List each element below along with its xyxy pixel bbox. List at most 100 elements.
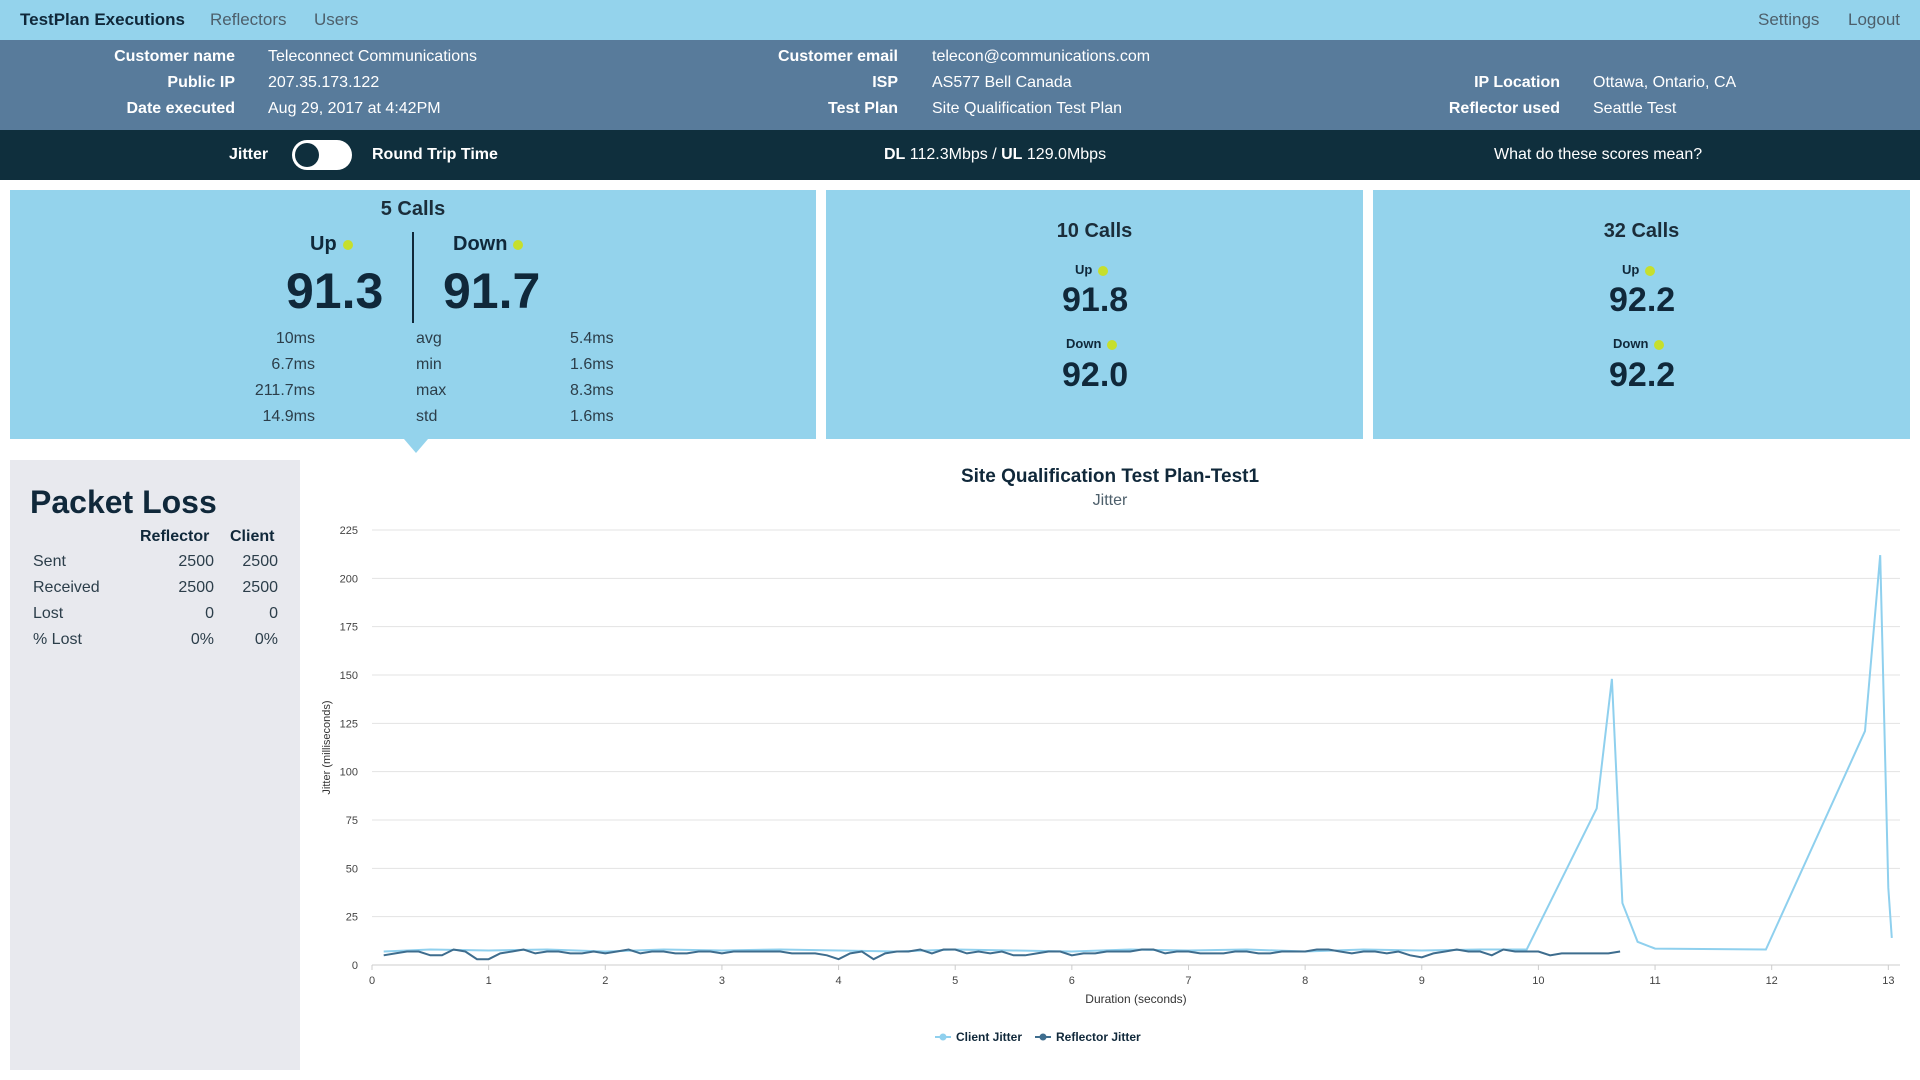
up-label-text: Up xyxy=(1622,262,1640,277)
card-5-down-label: Down xyxy=(453,233,524,256)
card-10-calls[interactable]: 10 Calls Up 91.8 Down 92.0 xyxy=(826,190,1363,439)
down-status-dot xyxy=(513,239,524,250)
y-axis-label: Jitter (milliseconds) xyxy=(321,700,333,794)
customer-email-value: telecon@communications.com xyxy=(932,48,1151,65)
stat-down-value: 1.6ms xyxy=(570,356,614,373)
execution-info: Customer name Teleconnect Communications… xyxy=(0,40,1920,130)
packet-loss-reflector-value: 2500 xyxy=(178,553,214,570)
packet-loss-row-label: % Lost xyxy=(33,631,82,648)
nav-reflectors[interactable]: Reflectors xyxy=(210,10,287,29)
stat-up-value: 10ms xyxy=(275,330,315,347)
x-tick-label: 11 xyxy=(1649,975,1660,987)
isp-value: AS577 Bell Canada xyxy=(932,74,1072,91)
x-tick-label: 2 xyxy=(602,975,608,987)
ip-location-value: Ottawa, Ontario, CA xyxy=(1593,74,1737,91)
public-ip-value: 207.35.173.122 xyxy=(268,74,380,91)
jitter-rtt-toggle-switch[interactable] xyxy=(292,140,352,170)
top-nav: TestPlan Executions Reflectors Users Set… xyxy=(0,0,1920,40)
stat-up-value: 6.7ms xyxy=(271,356,315,373)
y-tick-label: 125 xyxy=(340,718,358,730)
down-status-dot xyxy=(1654,339,1665,350)
y-tick-label: 150 xyxy=(340,670,358,682)
packet-loss-reflector-value: 0% xyxy=(190,631,214,648)
x-tick-label: 5 xyxy=(952,975,958,987)
packet-loss-client-value: 2500 xyxy=(242,553,278,570)
x-tick-label: 7 xyxy=(1185,975,1191,987)
toggle-knob xyxy=(295,143,319,167)
isp-label: ISP xyxy=(872,74,898,91)
client-jitter-line xyxy=(383,555,1893,953)
bandwidth-separator: / xyxy=(992,146,997,163)
down-label-text: Down xyxy=(453,233,508,255)
nav-logout[interactable]: Logout xyxy=(1848,10,1900,29)
packet-loss-client-value: 0% xyxy=(254,631,278,648)
card-10-up-score: 91.8 xyxy=(1062,281,1129,319)
x-tick-label: 4 xyxy=(836,975,842,987)
up-status-dot xyxy=(1098,265,1109,276)
y-tick-label: 0 xyxy=(352,960,358,972)
stat-name: avg xyxy=(416,330,442,347)
packet-loss-title: Packet Loss xyxy=(30,484,217,520)
packet-loss-reflector-value: 0 xyxy=(205,605,214,622)
y-tick-label: 25 xyxy=(346,912,358,924)
down-status-dot xyxy=(1107,339,1118,350)
bandwidth-readout: DL 112.3Mbps / UL 129.0Mbps xyxy=(884,130,1106,180)
customer-name-value: Teleconnect Communications xyxy=(268,48,477,65)
card-5-calls-title: 5 Calls xyxy=(380,198,446,220)
card-5-up-label: Up xyxy=(310,233,353,256)
card-5-down-score: 91.7 xyxy=(443,263,541,319)
test-plan-label: Test Plan xyxy=(828,100,898,117)
card-32-up-score: 92.2 xyxy=(1609,281,1676,319)
card-5-calls[interactable]: 5 Calls Up Down 91.3 91.7 10ms avg 5.4ms 6.… xyxy=(10,190,816,439)
dl-label: DL xyxy=(884,146,906,163)
stat-name: std xyxy=(416,408,438,425)
customer-email-label: Customer email xyxy=(777,48,898,65)
x-tick-label: 8 xyxy=(1302,975,1308,987)
packet-loss-reflector-value: 2500 xyxy=(178,579,214,596)
nav-users[interactable]: Users xyxy=(314,10,359,29)
legend-swatch-marker xyxy=(939,1033,947,1041)
nav-testplan-executions[interactable]: TestPlan Executions xyxy=(20,10,186,29)
x-axis-label: Duration (seconds) xyxy=(1085,992,1186,1006)
x-tick-label: 9 xyxy=(1419,975,1425,987)
card-10-down-score: 92.0 xyxy=(1062,356,1129,394)
dl-value: 112.3Mbps xyxy=(909,146,988,163)
x-tick-label: 6 xyxy=(1069,975,1075,987)
card-10-calls-title: 10 Calls xyxy=(1056,220,1133,242)
rtt-toggle-label[interactable]: Round Trip Time xyxy=(372,146,498,163)
stat-down-value: 8.3ms xyxy=(570,382,614,399)
scores-help-link[interactable]: What do these scores mean? xyxy=(1494,146,1703,163)
reflector-used-label: Reflector used xyxy=(1448,100,1560,117)
reflector-used-value: Seattle Test xyxy=(1593,100,1677,117)
chart-title: Site Qualification Test Plan-Test1 xyxy=(960,466,1260,487)
x-tick-label: 12 xyxy=(1766,975,1778,987)
y-tick-label: 75 xyxy=(346,815,358,827)
up-label-text: Up xyxy=(310,233,337,255)
stat-up-value: 211.7ms xyxy=(254,382,315,399)
card-32-down-score: 92.2 xyxy=(1609,356,1676,394)
y-tick-label: 200 xyxy=(340,573,358,585)
card-10-up-label: Up xyxy=(1075,262,1109,277)
y-tick-label: 175 xyxy=(340,622,358,634)
y-tick-label: 225 xyxy=(340,525,358,537)
down-label-text: Down xyxy=(1066,336,1102,351)
nav-settings[interactable]: Settings xyxy=(1758,10,1820,29)
selected-card-pointer xyxy=(404,439,428,453)
y-tick-label: 100 xyxy=(340,767,358,779)
ul-label: UL xyxy=(1001,146,1023,163)
jitter-toggle-label[interactable]: Jitter xyxy=(229,146,269,163)
x-tick-label: 13 xyxy=(1882,975,1894,987)
stat-down-value: 1.6ms xyxy=(570,408,614,425)
packet-loss-panel: Packet Loss Reflector Client Sent 2500 250… xyxy=(10,460,300,1070)
y-tick-label: 50 xyxy=(346,863,358,875)
col-reflector-header: Reflector xyxy=(140,528,210,545)
legend-swatch-marker xyxy=(1039,1033,1047,1041)
ip-location-label: IP Location xyxy=(1474,74,1560,91)
card-32-calls[interactable]: 32 Calls Up 92.2 Down 92.2 xyxy=(1373,190,1910,439)
card-32-down-label: Down xyxy=(1613,336,1665,351)
reflector-jitter-line xyxy=(383,948,1621,961)
card-10-down-label: Down xyxy=(1066,336,1118,351)
packet-loss-client-value: 0 xyxy=(269,605,278,622)
x-tick-label: 3 xyxy=(719,975,725,987)
packet-loss-row-label: Lost xyxy=(33,605,64,622)
